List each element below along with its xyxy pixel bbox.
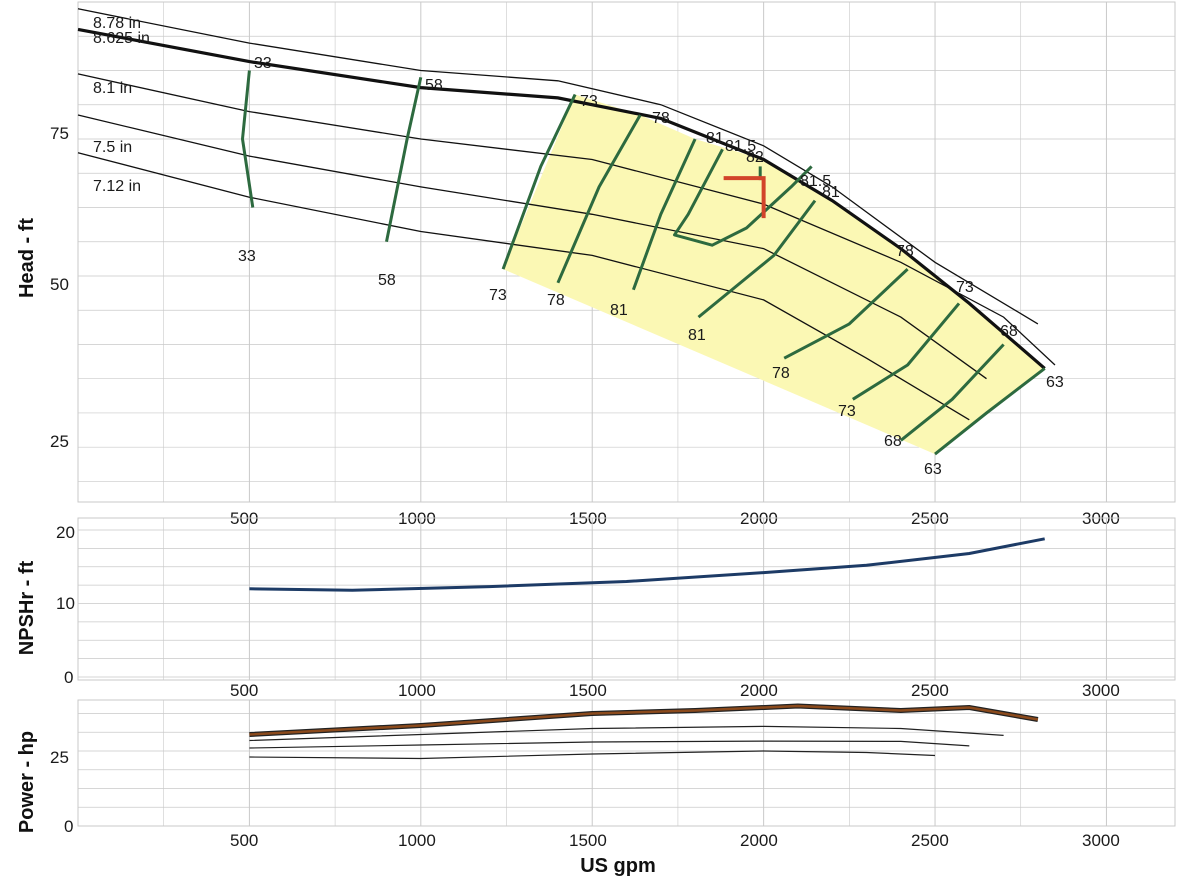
efficiency-contour bbox=[241, 70, 255, 208]
y-tick-label: 75 bbox=[50, 124, 69, 143]
x-tick-label: 500 bbox=[230, 831, 258, 850]
power-y-ticks: 25 0 bbox=[50, 748, 73, 836]
eff-label: 68 bbox=[884, 433, 902, 450]
power-x-ticks: 500 1000 1500 2000 2500 3000 bbox=[230, 831, 1120, 850]
x-tick-label: 1000 bbox=[398, 681, 436, 700]
curve-label-8-78: 8.78 in bbox=[93, 15, 141, 32]
efficiency-contour bbox=[852, 302, 961, 401]
x-axis-title: US gpm bbox=[580, 855, 656, 877]
npsh-gridlines bbox=[77, 517, 1176, 681]
eff-label: 63 bbox=[924, 461, 942, 478]
eff-label: 81 bbox=[822, 184, 840, 201]
impeller-curve bbox=[77, 73, 1056, 366]
eff-label: 33 bbox=[254, 55, 272, 72]
eff-label: 33 bbox=[238, 248, 256, 265]
eff-label: 58 bbox=[425, 77, 443, 94]
npsh-curve bbox=[249, 537, 1045, 592]
eff-label: 68 bbox=[1000, 323, 1018, 340]
eff-label: 58 bbox=[378, 272, 396, 289]
x-tick-label: 1000 bbox=[398, 831, 436, 850]
eff-label: 78 bbox=[547, 292, 565, 309]
efficiency-contour bbox=[697, 199, 817, 319]
power-curve bbox=[249, 740, 970, 749]
eff-label: 81 bbox=[610, 302, 628, 319]
curve-label-7-5: 7.5 in bbox=[93, 139, 132, 156]
npsh-line bbox=[249, 537, 1045, 592]
efficiency-contour bbox=[899, 343, 1005, 442]
x-tick-label: 2500 bbox=[911, 831, 949, 850]
efficiency-contour bbox=[631, 138, 697, 291]
x-tick-label: 2500 bbox=[911, 681, 949, 700]
operating-point bbox=[723, 176, 766, 219]
head-axis-title: Head - ft bbox=[16, 218, 38, 298]
impeller-curve-labels: 8.78 in 8.625 in 8.1 in 7.5 in 7.12 in bbox=[93, 15, 150, 195]
head-panel: 8.78 in 8.625 in 8.1 in 7.5 in 7.12 in 3… bbox=[16, 1, 1176, 528]
impeller-curve bbox=[77, 152, 970, 421]
impeller-curve bbox=[77, 27, 1046, 370]
power-curves bbox=[249, 703, 1039, 760]
x-tick-label: 1500 bbox=[569, 681, 607, 700]
eff-label: 73 bbox=[838, 403, 856, 420]
efficiency-contour bbox=[673, 148, 813, 247]
eff-label: 81 bbox=[706, 130, 724, 147]
y-tick-label: 10 bbox=[56, 594, 75, 613]
power-curve bbox=[249, 725, 1004, 742]
x-tick-label: 3000 bbox=[1082, 831, 1120, 850]
eff-label: 78 bbox=[896, 243, 914, 260]
power-curve bbox=[249, 750, 936, 760]
efficiency-contours bbox=[241, 70, 1046, 456]
efficiency-contour bbox=[556, 114, 642, 284]
impeller-curves bbox=[77, 8, 1056, 421]
power-panel: 25 0 500 1000 1500 2000 2500 3000 Power … bbox=[16, 699, 1176, 877]
efficiency-contour bbox=[783, 268, 909, 360]
impeller-curve bbox=[77, 8, 1039, 325]
curve-label-8-1: 8.1 in bbox=[93, 80, 132, 97]
impeller-curve bbox=[77, 114, 987, 380]
eff-label: 63 bbox=[1046, 374, 1064, 391]
efficiency-contour bbox=[385, 76, 423, 242]
curve-label-8-625: 8.625 in bbox=[93, 30, 150, 47]
eff-label: 73 bbox=[956, 279, 974, 296]
y-tick-label: 0 bbox=[64, 817, 73, 836]
operating-point-marker bbox=[723, 176, 766, 219]
eff-label: 78 bbox=[652, 110, 670, 127]
efficiency-labels: 33 58 73 78 81 81.5 82 81.5 81 78 73 68 … bbox=[238, 55, 1064, 478]
efficiency-contour bbox=[501, 93, 577, 270]
curve-label-7-12: 7.12 in bbox=[93, 178, 141, 195]
efficiency-contour bbox=[934, 367, 1046, 456]
x-tick-label: 2000 bbox=[740, 831, 778, 850]
npsh-panel: 20 10 0 500 1000 1500 2000 2500 3000 NPS… bbox=[16, 517, 1176, 700]
eff-label: 82 bbox=[746, 149, 764, 166]
eff-label: 73 bbox=[580, 93, 598, 110]
y-tick-label: 20 bbox=[56, 523, 75, 542]
x-tick-label: 1500 bbox=[569, 831, 607, 850]
eff-label: 78 bbox=[772, 365, 790, 382]
npsh-y-ticks: 20 10 0 bbox=[56, 523, 75, 687]
x-tick-label: 500 bbox=[230, 681, 258, 700]
y-tick-label: 25 bbox=[50, 748, 69, 767]
eff-label: 81.5 bbox=[800, 173, 831, 190]
npsh-x-ticks: 500 1000 1500 2000 2500 3000 bbox=[230, 681, 1120, 700]
x-tick-label: 3000 bbox=[1082, 681, 1120, 700]
y-tick-label: 50 bbox=[50, 275, 69, 294]
eff-label: 81.5 bbox=[725, 138, 756, 155]
npsh-axis-title: NPSHr - ft bbox=[16, 560, 38, 655]
power-axis-title: Power - hp bbox=[16, 731, 38, 833]
y-tick-label: 25 bbox=[50, 432, 69, 451]
x-tick-label: 2000 bbox=[740, 681, 778, 700]
power-curve bbox=[249, 704, 1039, 736]
head-y-ticks: 75 50 25 bbox=[50, 124, 69, 451]
eff-label: 81 bbox=[688, 327, 706, 344]
y-tick-label: 0 bbox=[64, 668, 73, 687]
eff-label: 73 bbox=[489, 287, 507, 304]
plot-frame bbox=[77, 517, 1176, 681]
